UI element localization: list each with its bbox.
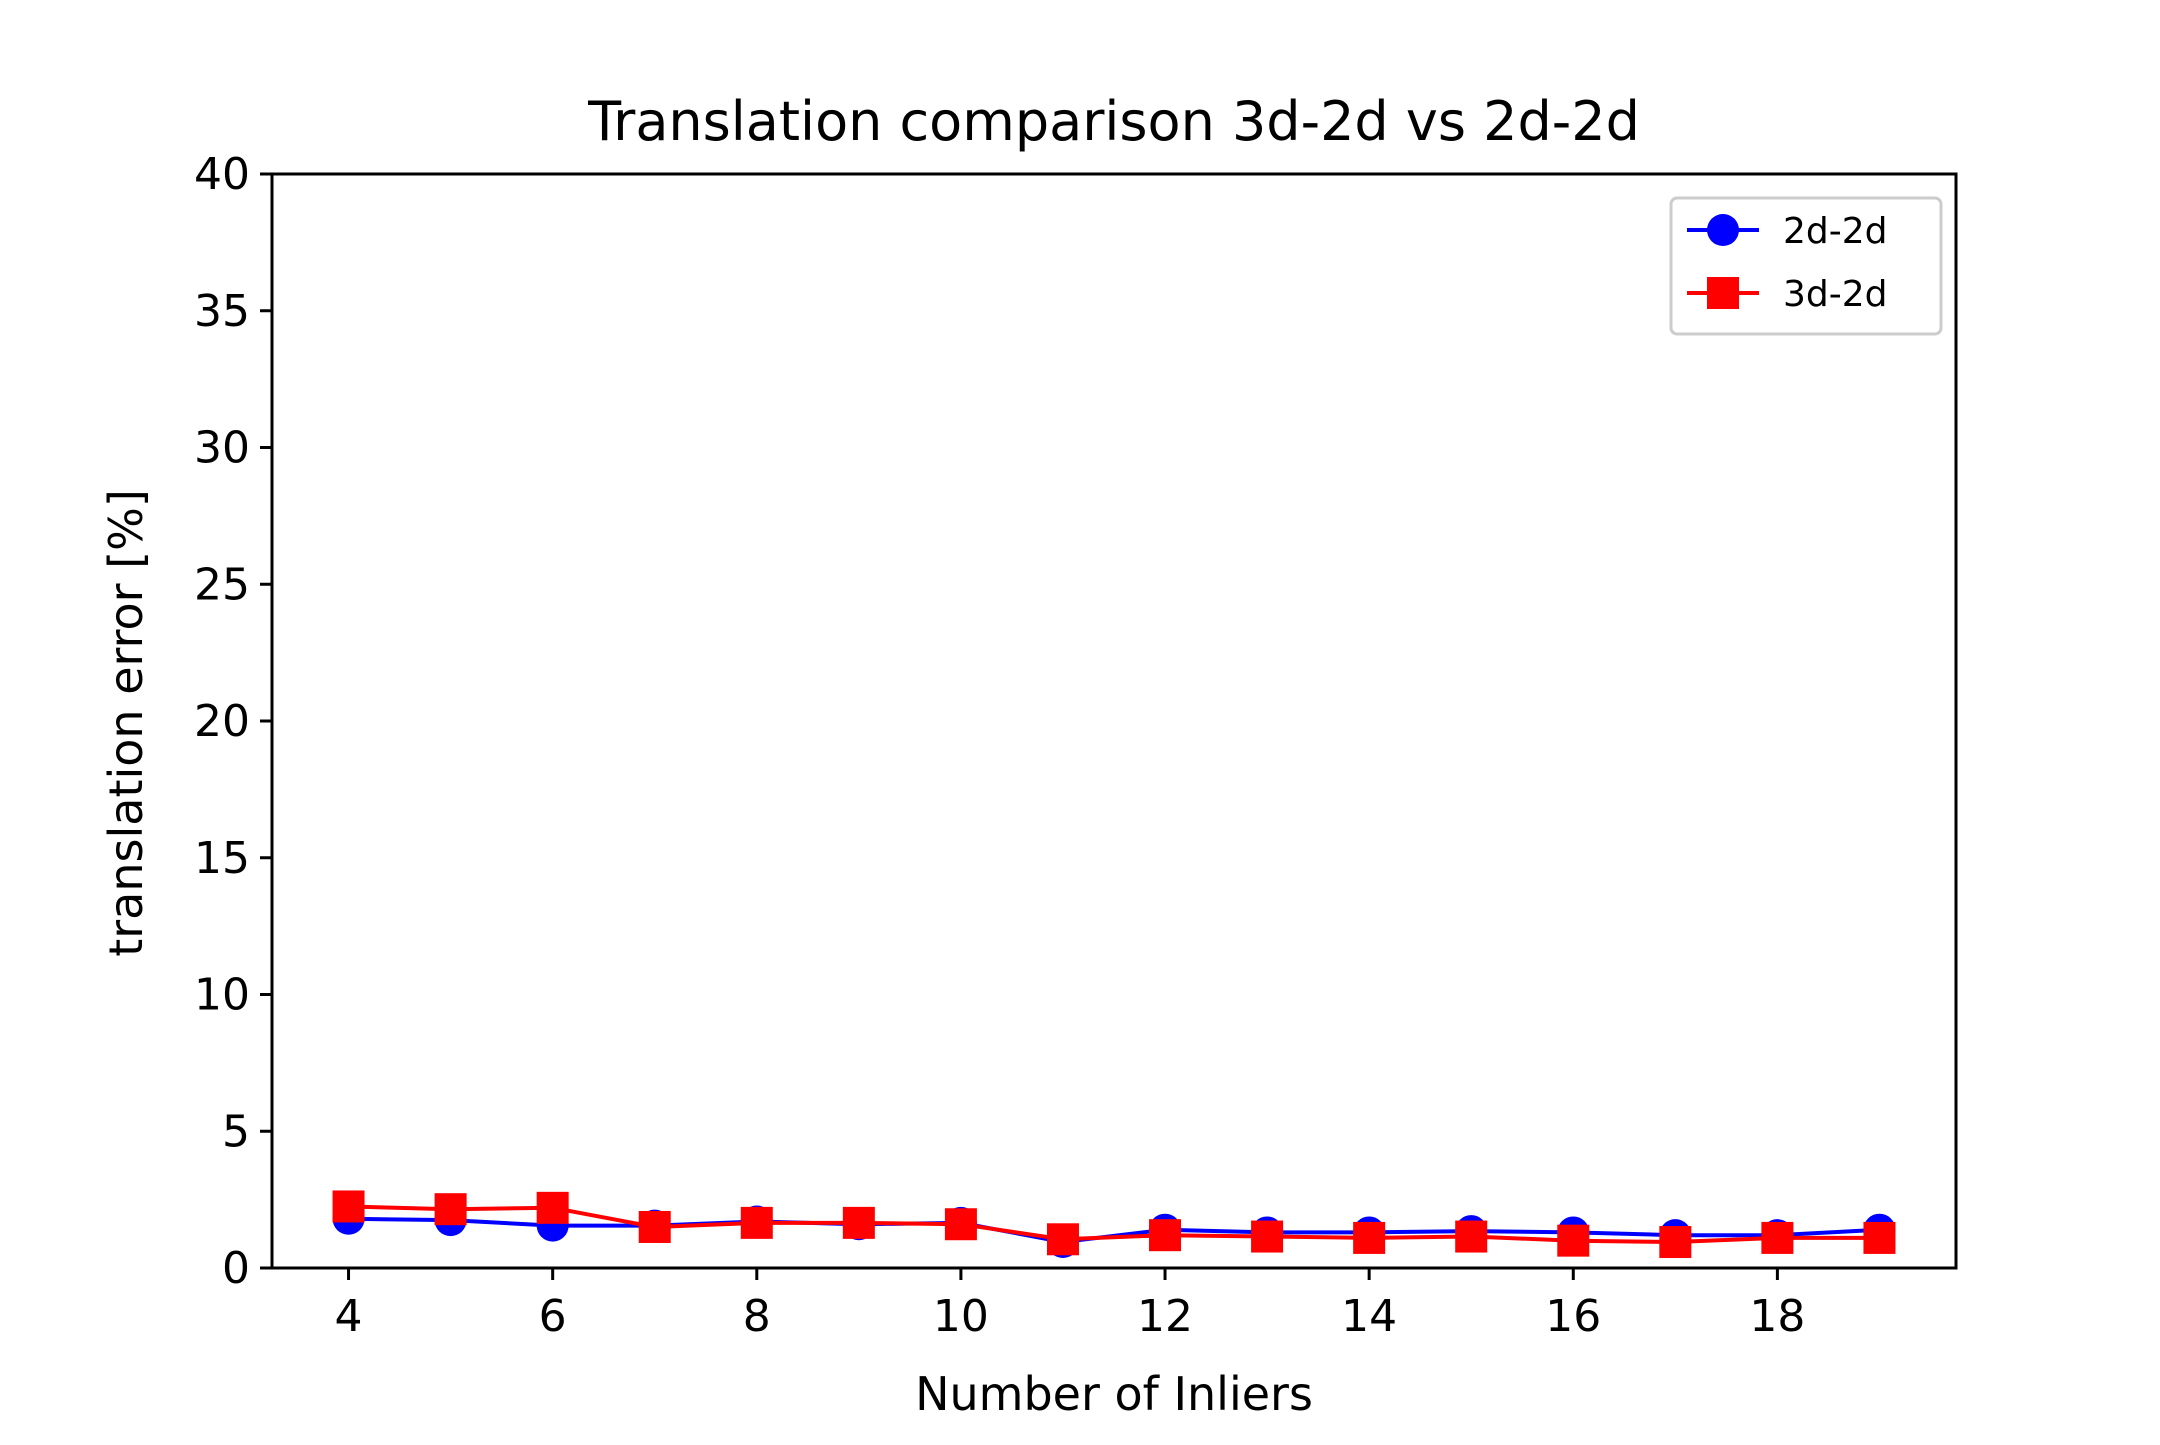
legend-marker-3d-2d xyxy=(1707,277,1739,309)
data-point-3d-2d xyxy=(1251,1220,1284,1253)
legend-label-2d-2d: 2d-2d xyxy=(1783,211,1888,252)
y-tick-label: 5 xyxy=(222,1106,250,1157)
y-tick-label: 30 xyxy=(194,423,250,474)
x-tick-label: 14 xyxy=(1341,1291,1397,1342)
data-point-3d-2d xyxy=(536,1191,569,1224)
data-point-3d-2d xyxy=(638,1210,671,1243)
data-point-3d-2d xyxy=(1659,1226,1692,1259)
data-point-3d-2d xyxy=(1863,1221,1896,1254)
y-tick-label: 40 xyxy=(194,149,250,200)
legend: 2d-2d 3d-2d xyxy=(1669,196,1943,336)
data-point-3d-2d xyxy=(434,1193,467,1226)
y-tick-label: 35 xyxy=(194,286,250,337)
data-point-3d-2d xyxy=(1046,1223,1079,1256)
data-point-3d-2d xyxy=(944,1208,977,1241)
y-tick-label: 10 xyxy=(194,970,250,1021)
y-tick-label: 0 xyxy=(222,1243,250,1294)
legend-label-3d-2d: 3d-2d xyxy=(1783,274,1888,315)
series-line-3d-2d xyxy=(348,1204,1880,1244)
x-tick-label: 6 xyxy=(539,1291,567,1342)
x-tick-label: 8 xyxy=(743,1291,771,1342)
chart-title: Translation comparison 3d-2d vs 2d-2d xyxy=(587,90,1640,153)
data-point-3d-2d xyxy=(1149,1219,1182,1252)
data-point-3d-2d xyxy=(1557,1224,1590,1257)
data-point-3d-2d xyxy=(740,1206,773,1239)
x-tick-label: 16 xyxy=(1545,1291,1601,1342)
x-axis-label: Number of Inliers xyxy=(915,1367,1313,1421)
y-tick-label: 25 xyxy=(194,559,250,610)
x-tick-label: 18 xyxy=(1749,1291,1805,1342)
data-point-3d-2d xyxy=(332,1190,365,1223)
y-tick-label: 15 xyxy=(194,833,250,884)
x-tick-label: 12 xyxy=(1137,1291,1193,1342)
data-point-3d-2d xyxy=(1761,1221,1794,1254)
x-tick-label: 4 xyxy=(335,1291,363,1342)
x-tick-label: 10 xyxy=(933,1291,989,1342)
data-point-3d-2d xyxy=(1353,1221,1386,1254)
y-axis-label: translation error [%] xyxy=(99,489,153,957)
y-tick-label: 20 xyxy=(194,696,250,747)
data-point-3d-2d xyxy=(1455,1220,1488,1253)
plot-area: 4 6 8 10 12 14 16 18 0 5 10 15 20 25 30 35 40 xyxy=(194,149,1958,1342)
legend-marker-2d-2d xyxy=(1707,214,1739,246)
data-point-3d-2d xyxy=(842,1206,875,1239)
